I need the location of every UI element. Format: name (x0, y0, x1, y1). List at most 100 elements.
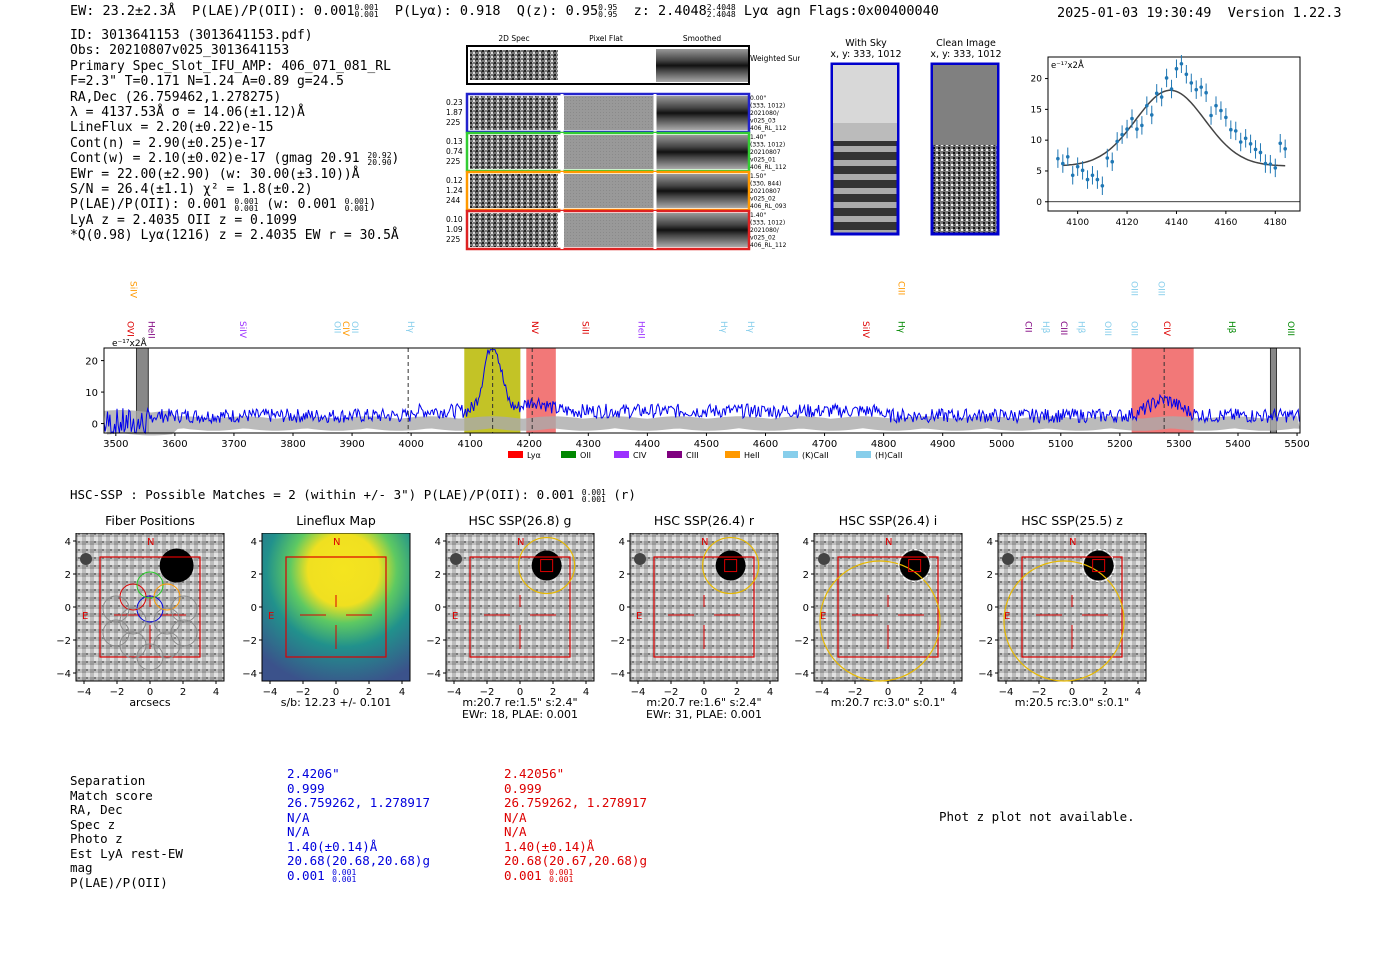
source-ellipse (518, 536, 576, 595)
linefit-xtick: 4120 (1116, 218, 1139, 228)
thumb-xtick: 2 (918, 687, 924, 698)
thumb-xtick: 0 (701, 687, 707, 698)
spectrum-xtick: 4100 (457, 439, 482, 450)
linefit-point (1056, 156, 1060, 161)
cutout-row-meta: 1.50" (750, 173, 766, 180)
thumb-ytick: −4 (56, 669, 71, 680)
linefit-point (1130, 116, 1134, 121)
spectrum-xtick: 3800 (280, 439, 305, 450)
spectrum-legend-item: OII (561, 451, 591, 460)
header-ew: EW: 23.2±2.3Å (70, 3, 176, 19)
spectrum-line-label: NV (529, 321, 539, 335)
thumb-caption: m:20.7 re:1.5" s:2.4" EWr: 18, PLAE: 0.00… (426, 697, 614, 721)
spectrum-xtick: 3500 (103, 439, 128, 450)
detection-info: ID: 3013641153 (3013641153.pdf) Obs: 2021… (70, 28, 399, 244)
spectrum-xtick: 4500 (694, 439, 719, 450)
match-label: Photo z (70, 831, 123, 846)
source-marker (908, 559, 922, 573)
spectrum-frame (103, 347, 1301, 434)
spectrum-line-label: CIII (1058, 321, 1068, 335)
linefit-point (1164, 76, 1169, 80)
spectrum-line-label: OVI (125, 321, 135, 337)
linefit-point (1199, 85, 1203, 89)
spectrum-legend-label: CIV (633, 451, 647, 460)
spectrum-line-label: OII (349, 321, 359, 333)
header-qz: Q(z): 0.95 (516, 3, 599, 19)
linefit-point (1070, 173, 1075, 178)
thumb-caption: m:20.7 re:1.6" s:2.4" EWr: 31, PLAE: 0.00… (610, 697, 798, 721)
spectrum-xtick: 3700 (221, 439, 246, 450)
linefit-point (1085, 177, 1090, 182)
thumb-ytick: 2 (987, 570, 993, 581)
thumb-ytick: 0 (987, 603, 993, 614)
spectrum-xtick: 4700 (812, 439, 837, 450)
info-line2-1: S/N = 26.4(±1.1) χ² = 1.8(±0.2) (70, 182, 313, 198)
north-label: N (701, 537, 708, 548)
spectrum-xtick: 4200 (517, 439, 542, 450)
thumb-ytick: 4 (803, 537, 809, 548)
header-z: z: 2.4048 (633, 3, 707, 19)
source-marker (540, 559, 554, 573)
photz-message: Phot z plot not available. (939, 809, 1135, 824)
spectrum-line-label: Hγ (718, 321, 728, 334)
spectrum-line-label: CII (1022, 321, 1032, 333)
north-label: N (1069, 537, 1076, 548)
cutout-row-meta: 406_RL_112 (750, 242, 787, 249)
header-timestamp-version: 2025-01-03 19:30:49 Version 1.22.3 (1057, 5, 1342, 21)
cutout-row-meta: (333, 1012) (750, 103, 785, 110)
linefit-point (1061, 161, 1065, 166)
match-plae: 0.001 0.001 0.001 (504, 867, 574, 884)
match-value: 26.759262, 1.278917 (287, 795, 430, 810)
thumb-ytick: −4 (426, 669, 441, 680)
spectrum-line-label: Hγ (405, 321, 415, 334)
linefit-xtick: 4180 (1264, 218, 1287, 228)
cutout-row-stat: 0.10 (446, 215, 463, 224)
info-line-0: ID: 3013641153 (3013641153.pdf) (70, 28, 313, 43)
east-label: E (636, 611, 642, 622)
thumb-ytick: −4 (242, 669, 257, 680)
cutout-col-title: Pixel Flat (589, 34, 623, 43)
thumb-xtick: −4 (77, 687, 92, 698)
cutout-row-stat: 1.87 (446, 108, 463, 117)
spectrum-line-label: HeII (145, 321, 155, 339)
match-value: N/A (287, 824, 310, 839)
match-value: N/A (287, 809, 310, 825)
cutout-row-frame (465, 209, 751, 251)
info-line-7: Cont(n) = 2.90(±0.25)e-17 (70, 135, 266, 151)
thumb-ytick: 0 (435, 603, 441, 614)
spectrum-legend-label: (H)CaII (875, 451, 902, 460)
linefit-point (1194, 87, 1199, 92)
north-label: N (885, 537, 892, 548)
thumb-caption: m:20.5 rc:3.0" s:0.1" (978, 697, 1166, 709)
spectrum-noise-band (104, 410, 1300, 436)
thumb-xtick: −4 (999, 687, 1014, 698)
thumb-ytick: 0 (803, 603, 809, 614)
spectrum-xtick: 4800 (871, 439, 896, 450)
linefit-point (1065, 154, 1070, 159)
thumb-caption-line: m:20.7 re:1.6" s:2.4" (646, 696, 762, 709)
thumb-ytick: −2 (978, 636, 993, 647)
weighted-sum-frame (466, 45, 750, 85)
linefit-point (1233, 129, 1238, 133)
thumb-title: Fiber Positions (105, 513, 195, 528)
thumb-caption-line: arcsecs (129, 696, 171, 709)
match-value: 1.40(±0.14)Å (287, 838, 378, 854)
spectrum-line-label: SiIV (860, 321, 870, 339)
cutout-col-title: 2D Spec (498, 34, 529, 43)
thumb-image-3: N E 4 2 0 −2 −4 −4 −2 0 2 4 (610, 533, 779, 698)
match-value: 1.40(±0.14)Å (504, 838, 595, 854)
linefit-point (1219, 108, 1223, 113)
linefit-xtick: 4100 (1066, 218, 1089, 228)
linefit-point (1258, 150, 1263, 155)
thumb-ytick: 2 (619, 570, 625, 581)
spectrum-line-label: OIII (1285, 321, 1295, 336)
cutout-row-meta: v025_02 (750, 196, 776, 203)
spectrum-line-label: HeII (636, 321, 646, 339)
linefit-point (1248, 142, 1253, 146)
linefit-point (1105, 156, 1110, 160)
info-line-6: LineFlux = 2.20(±0.22)e-15 (70, 120, 274, 136)
thumb-image-4: N E 4 2 0 −2 −4 −4 −2 0 2 4 (794, 533, 963, 698)
cutout-row-stat: 0.74 (446, 147, 463, 156)
thumb-ytick: −4 (794, 669, 809, 680)
cutout-row-stat: 0.13 (446, 137, 463, 146)
